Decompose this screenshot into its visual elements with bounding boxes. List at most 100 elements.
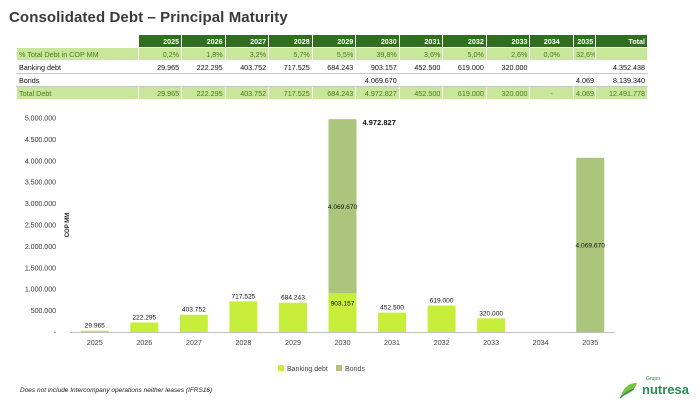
y-tick-label: 4.000.000 xyxy=(25,158,56,165)
table-cell: 452.500 xyxy=(398,60,444,74)
row-label: Bonds xyxy=(16,73,139,87)
table-cell: 619.000 xyxy=(442,86,487,100)
table-cell: 4.069.670 xyxy=(572,73,597,87)
legend-label-banking-debt: Banking debt xyxy=(287,366,328,373)
table-cell: 0,0% xyxy=(529,47,574,61)
row-label: % Total Debt in COP MM xyxy=(16,47,139,61)
column-header-2030: 2030 xyxy=(355,34,400,48)
table-cell: - xyxy=(529,86,574,100)
nutresa-logo: Grupo nutresa xyxy=(618,376,690,402)
footnote: Does not include Intercompany operations… xyxy=(20,387,213,394)
maturity-bar-chart: - 500.000 1.000.000 1.500.000 2.000.000 2.500… xyxy=(25,116,615,373)
x-tick-label: 2032 xyxy=(434,338,450,347)
column-header-total: Total xyxy=(595,34,648,48)
bar-banking-debt-2028 xyxy=(229,301,258,332)
table-cell: 4.069.670 xyxy=(355,73,400,87)
table-cell: 3,6% xyxy=(398,47,444,61)
table-row: % Total Debt in COP MM 0,2% 1,8% 3,2% 5,7% 5,… xyxy=(16,47,648,61)
table-cell: 29.965 xyxy=(137,86,183,100)
column-header-2029: 2029 xyxy=(311,34,357,48)
table-cell: 4.069.670 xyxy=(572,86,597,100)
table-header: 2025 2026 2027 2028 2029 2030 2031 2032 2033 2034… xyxy=(16,34,648,48)
table-cell: 222.295 xyxy=(181,60,226,74)
table-cell: 5,0% xyxy=(442,47,487,61)
bar-banking-debt-2027 xyxy=(179,314,208,332)
table-cell xyxy=(268,73,313,87)
table-cell: 2,6% xyxy=(485,47,531,61)
table-corner-cell xyxy=(16,34,139,48)
y-axis-label: COP MM xyxy=(65,213,71,238)
data-label-banking-debt: 320.000 xyxy=(479,310,503,317)
table-cell: 903.157 xyxy=(355,60,400,74)
table-cell: 32,6% xyxy=(572,47,597,61)
column-header-2035: 2035 xyxy=(572,34,597,48)
x-tick-label: 2026 xyxy=(136,338,152,347)
table-cell xyxy=(529,60,574,74)
data-label-bonds: 4.069.670 xyxy=(576,242,606,249)
bar-bonds-2035 xyxy=(576,157,605,332)
y-tick-label: 500.000 xyxy=(31,308,56,315)
table-cell xyxy=(181,73,226,87)
table-cell: 452.500 xyxy=(398,86,444,100)
data-label-banking-debt: 717.525 xyxy=(231,293,255,300)
x-tick-label: 2034 xyxy=(533,338,549,347)
table-cell xyxy=(529,73,574,87)
x-tick-label: 2027 xyxy=(186,338,202,347)
nutresa-leaf-icon xyxy=(619,383,637,399)
y-tick-label: 1.500.000 xyxy=(25,265,56,272)
bar-banking-debt-2025 xyxy=(80,330,109,332)
debt-maturity-table: 2025 2026 2027 2028 2029 2030 2031 2032 2033 2034… xyxy=(16,34,648,100)
table-cell: 717.525 xyxy=(268,86,313,100)
table-cell xyxy=(442,73,487,87)
legend-swatch-banking-debt xyxy=(278,365,284,371)
table-cell: 320.000 xyxy=(485,60,531,74)
data-label-banking-debt: 222.295 xyxy=(132,314,156,321)
table-body: % Total Debt in COP MM 0,2% 1,8% 3,2% 5,7% 5,… xyxy=(16,47,648,100)
table-cell: 403.752 xyxy=(224,86,270,100)
column-header-2028: 2028 xyxy=(268,34,313,48)
y-tick-label: 3.500.000 xyxy=(25,180,56,187)
table-cell: 12.491.778 xyxy=(595,86,648,100)
column-header-2032: 2032 xyxy=(442,34,487,48)
table-cell: 29.965 xyxy=(137,60,183,74)
y-tick-label: - xyxy=(54,330,57,337)
total-annotation-label: 4.972.827 xyxy=(363,118,396,127)
table-cell xyxy=(224,73,270,87)
bar-bonds-2030 xyxy=(328,119,357,294)
data-label-banking-debt: 29.965 xyxy=(85,323,106,330)
table-cell: 619.000 xyxy=(442,60,487,74)
data-label-banking-debt: 403.752 xyxy=(182,307,206,314)
table-cell xyxy=(485,73,531,87)
data-label-bonds: 4.069.670 xyxy=(328,204,358,211)
table-cell: 403.752 xyxy=(224,60,270,74)
y-tick-label: 4.500.000 xyxy=(25,137,56,144)
bar-banking-debt-2030 xyxy=(328,293,357,332)
logo-small-text: Grupo xyxy=(646,376,660,382)
y-tick-label: 1.000.000 xyxy=(25,287,56,294)
table-row: Banking debt 29.965 222.295 403.752 717.525 6… xyxy=(16,60,648,74)
table-cell xyxy=(572,60,597,74)
table-cell xyxy=(311,73,357,87)
table-cell: 0,2% xyxy=(137,47,183,61)
page-title: Consolidated Debt – Principal Maturity xyxy=(9,9,288,26)
column-header-2033: 2033 xyxy=(485,34,531,48)
row-label: Banking debt xyxy=(16,60,139,74)
bar-banking-debt-2026 xyxy=(130,322,159,332)
table-cell: 5,5% xyxy=(311,47,357,61)
bar-banking-debt-2032 xyxy=(427,305,456,332)
table-row: Total Debt 29.965 222.295 403.752 717.525 684… xyxy=(16,86,648,100)
table-cell xyxy=(137,73,183,87)
data-label-banking-debt: 684.243 xyxy=(281,295,305,302)
y-tick-label: 5.000.000 xyxy=(25,116,56,123)
column-header-2026: 2026 xyxy=(181,34,226,48)
table-cell: 39,8% xyxy=(355,47,400,61)
y-tick-label: 2.000.000 xyxy=(25,244,56,251)
x-tick-label: 2025 xyxy=(87,338,103,347)
y-tick-label: 3.000.000 xyxy=(25,201,56,208)
table-cell: 4.972.827 xyxy=(355,86,400,100)
table-cell: 222.295 xyxy=(181,86,226,100)
table-cell xyxy=(595,47,648,61)
column-header-2031: 2031 xyxy=(398,34,444,48)
x-tick-label: 2030 xyxy=(335,338,351,347)
